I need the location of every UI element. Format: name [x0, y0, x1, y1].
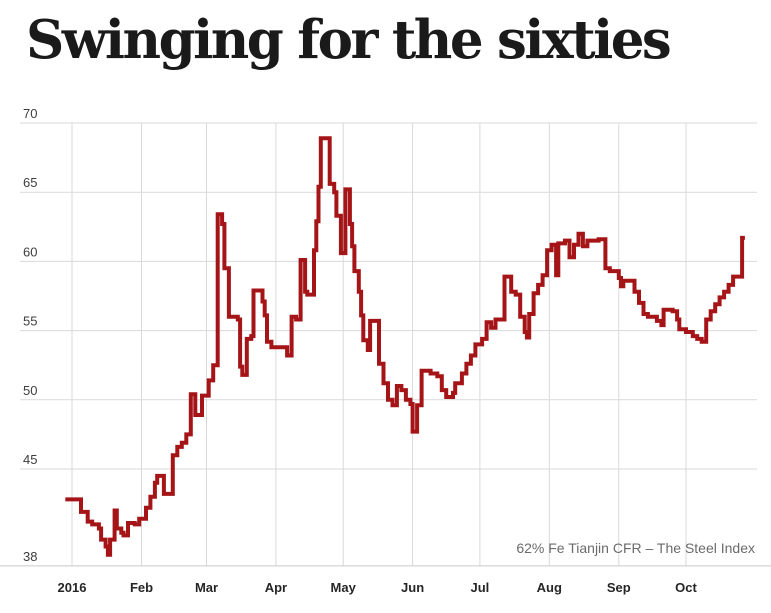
x-tick-label: Feb [130, 580, 153, 595]
source-label: 62% Fe Tianjin CFR – The Steel Index [516, 540, 755, 556]
y-tick-label: 70 [23, 106, 37, 121]
x-tick-label: 2016 [58, 580, 87, 595]
x-tick-label: Mar [195, 580, 218, 595]
x-tick-label: Sep [607, 580, 631, 595]
x-tick-label: Apr [265, 580, 287, 595]
y-tick-label: 55 [23, 314, 37, 329]
chart-title: Swinging for the sixties [26, 9, 672, 71]
price-line [65, 136, 745, 557]
y-tick-label: 45 [23, 452, 37, 467]
y-tick-label: 50 [23, 383, 37, 398]
x-tick-label: Jun [401, 580, 424, 595]
x-tick-label: Oct [675, 580, 697, 595]
y-tick-label: 60 [23, 244, 37, 259]
y-tick-label: 65 [23, 175, 37, 190]
x-tick-label: May [331, 580, 357, 595]
x-tick-label: Jul [471, 580, 490, 595]
y-tick-label: 38 [23, 549, 37, 564]
x-tick-label: Aug [537, 580, 562, 595]
